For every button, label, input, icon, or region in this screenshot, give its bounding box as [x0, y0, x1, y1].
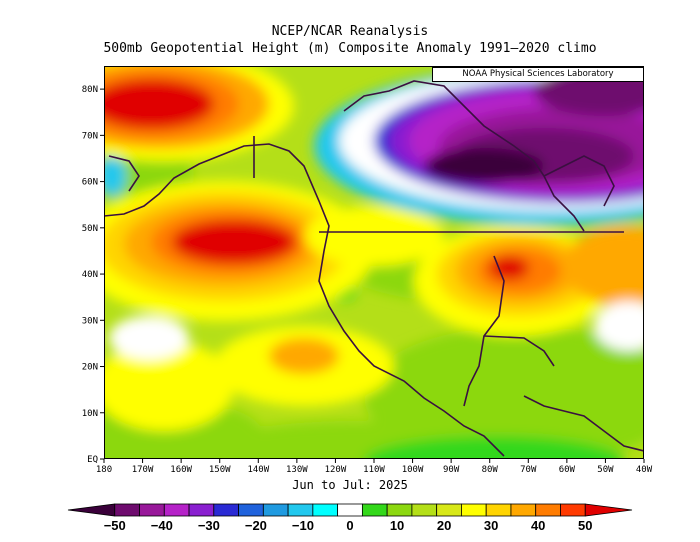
lon-tick-label: 90W — [443, 465, 460, 475]
lon-tick-label: 40W — [636, 465, 653, 475]
lat-tick-label: 50N — [82, 224, 98, 234]
lat-tick-label: EQ — [87, 455, 98, 465]
longitude-axis: 180 170W 160W 150W 140W 130W 120W 110W 100W 90W 80… — [96, 459, 653, 475]
colorbar-label: 0 — [346, 518, 353, 533]
colorbar-label: 30 — [484, 518, 498, 533]
lon-tick-label: 130W — [286, 465, 308, 475]
lon-tick-label: 150W — [209, 465, 231, 475]
colorbar-swatch — [485, 503, 512, 517]
lon-tick-label: 120W — [325, 465, 347, 475]
lon-tick-label: 70W — [520, 465, 537, 475]
lat-tick-label: 30N — [82, 316, 98, 326]
colorbar-label: −20 — [245, 518, 267, 533]
lat-tick-label: 20N — [82, 363, 98, 373]
colorbar-swatches — [67, 503, 633, 517]
colorbar-swatch — [312, 503, 339, 517]
colorbar-swatch — [337, 503, 363, 517]
lon-tick-label: 60W — [559, 465, 576, 475]
lat-tick-label: 40N — [82, 270, 98, 280]
map-subtitle: 500mb Geopotential Height (m) Composite … — [103, 41, 597, 56]
coastlines — [104, 80, 644, 457]
lon-tick-label: 110W — [363, 465, 385, 475]
lon-tick-label: 180 — [96, 465, 112, 475]
lat-tick-label: 70N — [82, 131, 98, 141]
colorbar-swatch — [287, 503, 314, 517]
colorbar-swatch — [114, 503, 140, 517]
lat-tick-label: 80N — [82, 85, 98, 95]
colorbar-swatch — [262, 503, 289, 517]
colorbar-swatch — [510, 503, 537, 517]
colorbar-label: 20 — [437, 518, 451, 533]
colorbar-swatch — [139, 503, 165, 517]
colorbar-label: 50 — [578, 518, 592, 533]
colorbar: −50 −40 −30 −20 −10 0 10 20 30 40 50 — [67, 503, 633, 533]
colorbar-swatch — [67, 503, 116, 517]
lon-tick-label: 160W — [170, 465, 192, 475]
colorbar-label: −50 — [104, 518, 126, 533]
anomaly-field — [104, 66, 644, 459]
lon-tick-label: 50W — [597, 465, 614, 475]
latitude-axis: 80N 70N 60N 50N 40N 30N 20N 10N EQ — [82, 85, 104, 465]
lon-tick-label: 100W — [402, 465, 424, 475]
colorbar-swatch — [584, 503, 633, 517]
colorbar-swatch — [436, 503, 462, 517]
period-label: Jun to Jul: 2025 — [292, 478, 408, 492]
lon-tick-label: 80W — [482, 465, 499, 475]
map-title: NCEP/NCAR Reanalysis — [271, 24, 429, 39]
lat-tick-label: 60N — [82, 178, 98, 188]
lon-tick-label: 170W — [132, 465, 154, 475]
colorbar-swatch — [411, 503, 438, 517]
colorbar-label: 10 — [390, 518, 404, 533]
colorbar-label: 40 — [531, 518, 545, 533]
colorbar-swatch — [535, 503, 561, 517]
colorbar-swatch — [238, 503, 264, 517]
colorbar-label: −30 — [198, 518, 220, 533]
credit-label: NOAA Physical Sciences Laboratory — [432, 67, 644, 82]
colorbar-swatch — [188, 503, 215, 517]
anomaly-map — [104, 66, 644, 459]
colorbar-swatch — [461, 503, 487, 517]
lat-tick-label: 10N — [82, 409, 98, 419]
colorbar-labels: −50 −40 −30 −20 −10 0 10 20 30 40 50 — [104, 518, 593, 533]
colorbar-swatch — [386, 503, 413, 517]
colorbar-swatch — [163, 503, 190, 517]
colorbar-swatch — [213, 503, 239, 517]
colorbar-label: −40 — [151, 518, 173, 533]
colorbar-label: −10 — [292, 518, 314, 533]
colorbar-swatch — [560, 503, 586, 517]
colorbar-swatch — [361, 503, 388, 517]
lon-tick-label: 140W — [247, 465, 269, 475]
